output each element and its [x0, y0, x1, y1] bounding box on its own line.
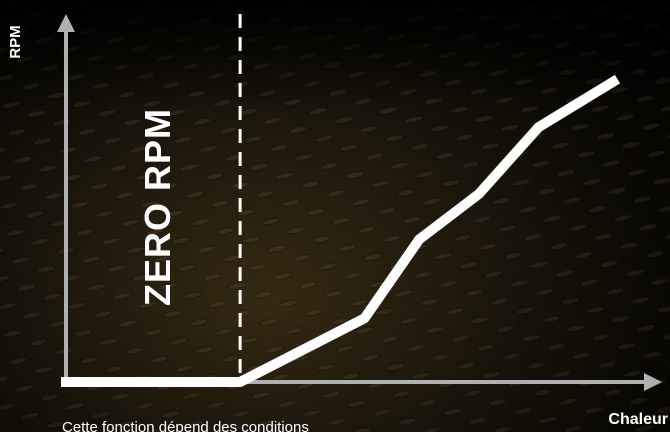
- y-axis-arrow: [57, 14, 75, 32]
- x-axis-arrow: [644, 373, 662, 391]
- x-axis-label: Chaleur: [608, 411, 668, 428]
- y-axis-label: RPM: [7, 25, 24, 59]
- footnote-text: Cette fonction dépend des conditions: [62, 419, 309, 432]
- zero-rpm-annotation: ZERO RPM: [137, 107, 178, 306]
